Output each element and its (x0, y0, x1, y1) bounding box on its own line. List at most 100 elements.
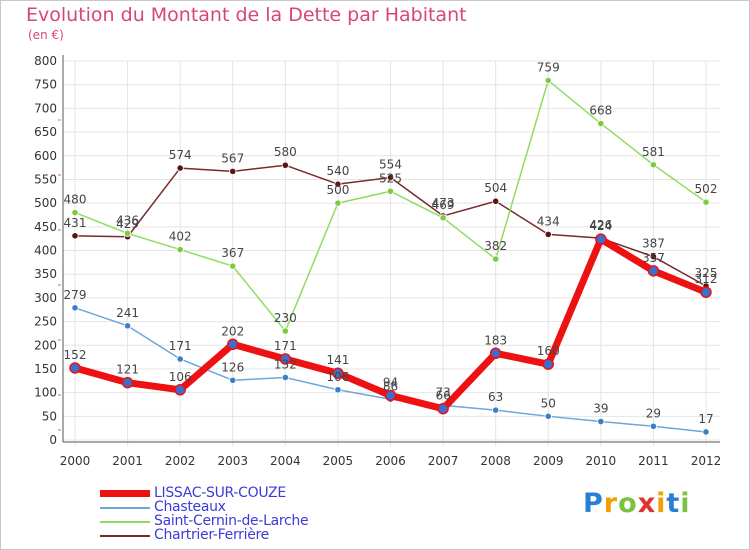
data-point (279, 353, 292, 365)
data-label: 121 (116, 363, 139, 377)
data-label: 126 (221, 360, 244, 374)
y-tick-label: 200 (34, 338, 57, 352)
data-point (386, 173, 395, 182)
data-point (647, 265, 660, 277)
logo-letter: t (666, 488, 681, 519)
data-point (121, 376, 134, 389)
y-tick-label: 300 (34, 291, 57, 305)
data-point (384, 389, 397, 402)
data-label: 436 (116, 213, 139, 227)
chart-title: Evolution du Montant de la Dette par Hab… (26, 4, 467, 26)
data-point (71, 209, 79, 217)
legend-swatch-chartrier (100, 535, 150, 537)
data-label: 759 (537, 60, 560, 74)
data-point (649, 253, 658, 261)
data-label: 581 (642, 145, 665, 159)
y-tick-label: 250 (34, 315, 57, 329)
data-point (334, 180, 342, 188)
data-label: 580 (274, 145, 297, 159)
data-label: 202 (221, 324, 244, 338)
data-label: 429 (116, 217, 139, 231)
y-tick-label: 800 (34, 54, 57, 68)
data-label: 39 (593, 402, 608, 416)
data-label: 66 (435, 389, 450, 403)
data-point (71, 232, 79, 240)
data-label: 73 (435, 385, 450, 399)
x-tick-label: 2010 (586, 454, 617, 468)
y-tick-label: 150 (34, 362, 57, 376)
x-tick-label: 2008 (480, 454, 511, 468)
data-label: 357 (642, 251, 665, 265)
x-tick-label: 2004 (270, 454, 301, 468)
data-label: 473 (432, 196, 455, 210)
x-tick-label: 2001 (112, 454, 143, 468)
data-point (229, 167, 237, 175)
data-point (281, 373, 289, 382)
data-label: 567 (221, 151, 244, 165)
data-point (649, 161, 658, 169)
data-label: 312 (695, 272, 718, 286)
data-label: 426 (589, 218, 612, 232)
data-label: 574 (169, 148, 192, 162)
data-label: 325 (695, 266, 718, 280)
data-label: 434 (537, 214, 560, 228)
data-label: 431 (64, 216, 87, 230)
y-tick-label: 400 (34, 244, 57, 258)
data-point (597, 119, 605, 128)
data-point (700, 286, 712, 298)
legend-label-lissac: LISSAC-SUR-COUZE (154, 485, 286, 501)
x-tick-label: 2005 (323, 454, 354, 468)
y-tick-label: 600 (34, 149, 57, 163)
legend-swatch-lissac (100, 490, 150, 497)
data-label: 382 (484, 239, 507, 253)
data-label: 141 (326, 353, 349, 367)
data-label: 29 (646, 406, 661, 420)
logo-letter: i (656, 488, 667, 519)
y-tick-label: 750 (34, 78, 57, 92)
data-label: 230 (274, 311, 297, 325)
logo-letter: r (603, 488, 619, 519)
data-label: 469 (432, 198, 455, 212)
data-label: 17 (698, 412, 713, 426)
data-label: 554 (379, 158, 402, 172)
data-label: 106 (326, 370, 349, 384)
data-label: 500 (326, 183, 349, 197)
data-label: 502 (695, 182, 718, 196)
y-tick-label: 500 (34, 196, 57, 210)
data-label: 106 (169, 370, 192, 384)
data-point (176, 164, 184, 172)
data-point (437, 402, 449, 415)
data-label: 540 (326, 164, 349, 178)
data-point (544, 412, 552, 420)
x-tick-label: 2006 (375, 454, 406, 468)
data-label: 152 (64, 348, 87, 362)
logo-letter: i (680, 488, 691, 519)
data-label: 480 (64, 193, 87, 207)
data-point (174, 384, 186, 396)
data-point (69, 362, 81, 374)
y-tick-label: 700 (34, 101, 57, 115)
legend-label-chasteaux: Chasteaux (154, 499, 226, 515)
y-tick-label: 550 (34, 172, 57, 186)
logo-letter: o (618, 488, 638, 519)
y-tick-label: 450 (34, 220, 57, 234)
data-point (595, 233, 607, 245)
data-point (281, 161, 289, 169)
data-point (597, 417, 605, 426)
data-point (332, 367, 344, 379)
data-point (334, 199, 342, 207)
legend-label-chartrier: Chartrier-Ferrière (154, 527, 269, 543)
data-point (71, 304, 79, 312)
data-point (176, 355, 184, 363)
data-label: 525 (379, 171, 402, 185)
legend-label-saint-cernin: Saint-Cernin-de-Larche (154, 513, 309, 529)
x-tick-label: 2000 (60, 454, 91, 468)
data-label: 402 (169, 230, 192, 244)
data-point (544, 76, 552, 85)
data-label: 424 (589, 219, 612, 233)
data-label: 94 (383, 375, 398, 389)
y-tick-label: 350 (34, 267, 57, 281)
legend-swatch-chasteaux (100, 507, 150, 509)
